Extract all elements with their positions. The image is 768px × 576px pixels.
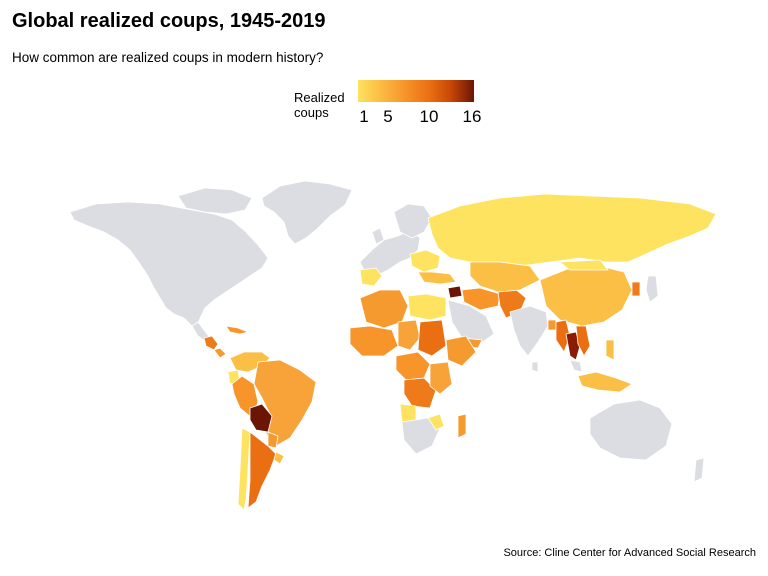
- east-africa: [429, 361, 453, 395]
- angola: [399, 403, 417, 423]
- niger-chad: [397, 319, 421, 351]
- iraq-iran: [461, 287, 501, 311]
- legend-color-bar: [358, 80, 474, 102]
- malaysia: [569, 359, 583, 373]
- world-choropleth-map: [69, 180, 717, 511]
- sudan: [417, 319, 447, 357]
- greece-turkey: [417, 271, 457, 285]
- uk-ireland: [371, 227, 385, 245]
- central-asia: [469, 261, 541, 293]
- korea: [631, 281, 641, 297]
- madagascar: [457, 413, 467, 439]
- zimbabwe-mozambique: [427, 413, 445, 431]
- legend-tick-10: 10: [419, 107, 439, 126]
- australia: [589, 399, 673, 461]
- north-africa-west: [359, 289, 409, 329]
- arabian-peninsula: [447, 299, 495, 345]
- philippines: [605, 339, 615, 361]
- greenland: [261, 180, 353, 245]
- map-title: Global realized coups, 1945-2019: [12, 10, 326, 32]
- argentina: [247, 431, 277, 509]
- legend-title: Realized coups: [294, 90, 354, 120]
- source-note: Source: Cline Center for Advanced Social…: [503, 547, 756, 559]
- indonesia: [577, 371, 633, 393]
- new-zealand: [693, 457, 705, 483]
- china: [539, 265, 633, 327]
- panama-costa-rica: [213, 347, 227, 359]
- eastern-europe: [409, 249, 441, 273]
- legend-tick-5: 5: [383, 107, 393, 126]
- map-subtitle: How common are realized coups in modern …: [12, 50, 324, 65]
- mongolia: [559, 259, 609, 271]
- chile: [237, 427, 251, 511]
- cuba-haiti: [225, 325, 249, 335]
- brazil: [253, 359, 317, 447]
- sahel-west: [349, 325, 399, 357]
- scandinavia: [393, 203, 433, 239]
- congo: [403, 377, 437, 409]
- india: [509, 305, 549, 357]
- myanmar: [555, 319, 571, 353]
- legend-title-line1: Realized: [294, 90, 345, 105]
- laos-vietnam-cambodia: [575, 325, 591, 357]
- color-legend: Realized coups 1 5 10 16: [292, 80, 492, 130]
- thailand: [565, 331, 581, 361]
- legend-tick-1: 1: [359, 107, 369, 126]
- guatemala-honduras: [203, 335, 219, 351]
- ethiopia-somalia: [445, 335, 477, 367]
- japan: [645, 275, 659, 303]
- libya-egypt: [407, 293, 447, 321]
- central-africa: [395, 351, 431, 381]
- sri-lanka: [531, 361, 539, 373]
- bangladesh: [547, 319, 557, 331]
- syria: [447, 285, 463, 299]
- legend-tick-16: 16: [462, 107, 482, 126]
- arctic-islands: [177, 187, 253, 215]
- uruguay: [273, 451, 285, 465]
- north-america: [69, 201, 269, 331]
- paraguay: [267, 431, 279, 449]
- russia: [427, 193, 717, 267]
- legend-title-line2: coups: [294, 105, 329, 120]
- iberia: [359, 267, 383, 287]
